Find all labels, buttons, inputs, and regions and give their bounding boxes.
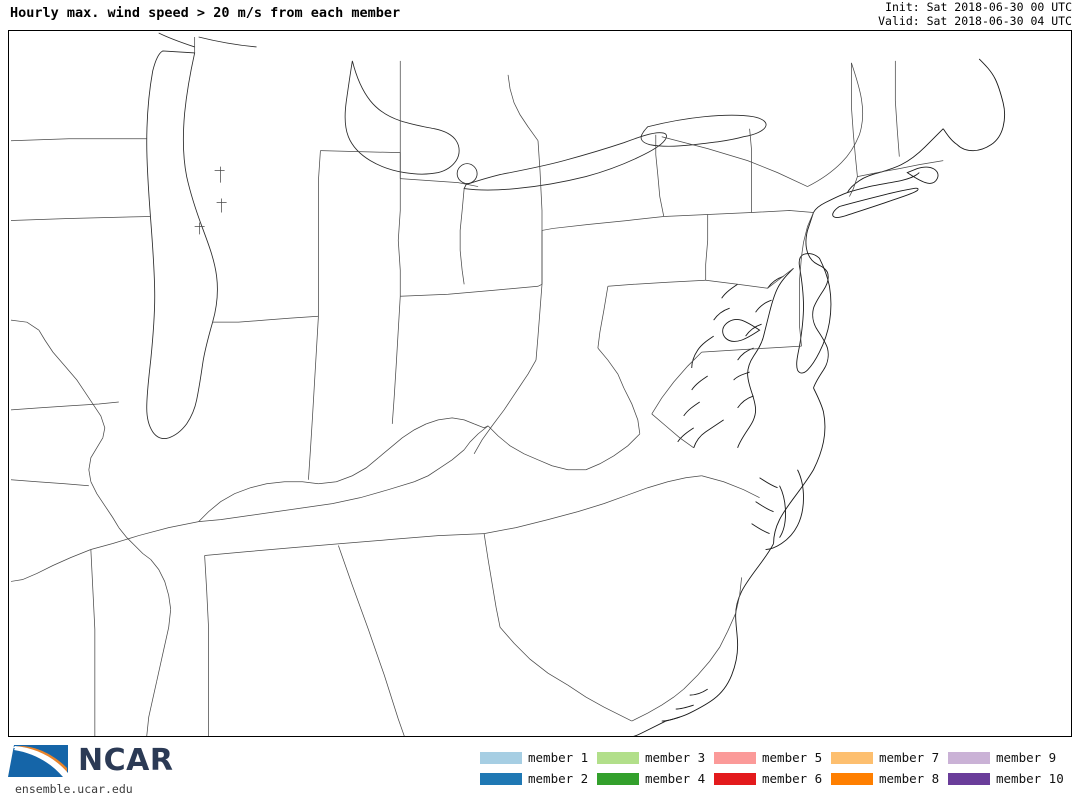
legend-label-member-9: member 9	[996, 750, 1057, 765]
ncar-wordmark: NCAR	[78, 743, 174, 778]
legend-label-member-1: member 1	[528, 750, 589, 765]
footer-bar: NCAR ensemble.ucar.edu member 1 member 2…	[0, 740, 1080, 800]
legend-label-member-3: member 3	[645, 750, 706, 765]
legend-swatch-member-1	[480, 752, 522, 764]
legend-swatch-member-5	[714, 752, 756, 764]
legend-swatch-member-2	[480, 773, 522, 785]
ncar-branding[interactable]: NCAR ensemble.ucar.edu	[6, 743, 206, 798]
legend-swatch-member-9	[948, 752, 990, 764]
legend-label-member-7: member 7	[879, 750, 940, 765]
legend-label-member-5: member 5	[762, 750, 823, 765]
ncar-logo-icon	[8, 745, 68, 777]
legend-swatch-member-7	[831, 752, 873, 764]
page-title: Hourly max. wind speed > 20 m/s from eac…	[10, 5, 401, 21]
legend-column-2: member 3 member 4	[597, 750, 714, 794]
forecast-time-stamps: Init: Sat 2018-06-30 00 UTC Valid: Sat 2…	[878, 0, 1072, 28]
legend-swatch-member-6	[714, 773, 756, 785]
map-geography	[9, 31, 1071, 736]
legend-swatch-member-8	[831, 773, 873, 785]
map-panel[interactable]	[8, 30, 1072, 737]
member-legend: member 1 member 2 member 3 member 4 memb…	[480, 750, 1080, 794]
legend-label-member-2: member 2	[528, 771, 589, 786]
init-time-label: Init: Sat 2018-06-30 00 UTC	[885, 0, 1072, 14]
legend-label-member-10: member 10	[996, 771, 1064, 786]
legend-column-4: member 7 member 8	[831, 750, 948, 794]
ensemble-site-url: ensemble.ucar.edu	[15, 782, 133, 796]
legend-swatch-member-3	[597, 752, 639, 764]
legend-column-1: member 1 member 2	[480, 750, 597, 794]
legend-column-5: member 9 member 10	[948, 750, 1065, 794]
header-bar: Hourly max. wind speed > 20 m/s from eac…	[0, 0, 1080, 30]
legend-swatch-member-4	[597, 773, 639, 785]
legend-label-member-8: member 8	[879, 771, 940, 786]
legend-swatch-member-10	[948, 773, 990, 785]
legend-column-3: member 5 member 6	[714, 750, 831, 794]
legend-label-member-4: member 4	[645, 771, 706, 786]
legend-label-member-6: member 6	[762, 771, 823, 786]
valid-time-label: Valid: Sat 2018-06-30 04 UTC	[878, 13, 1072, 28]
